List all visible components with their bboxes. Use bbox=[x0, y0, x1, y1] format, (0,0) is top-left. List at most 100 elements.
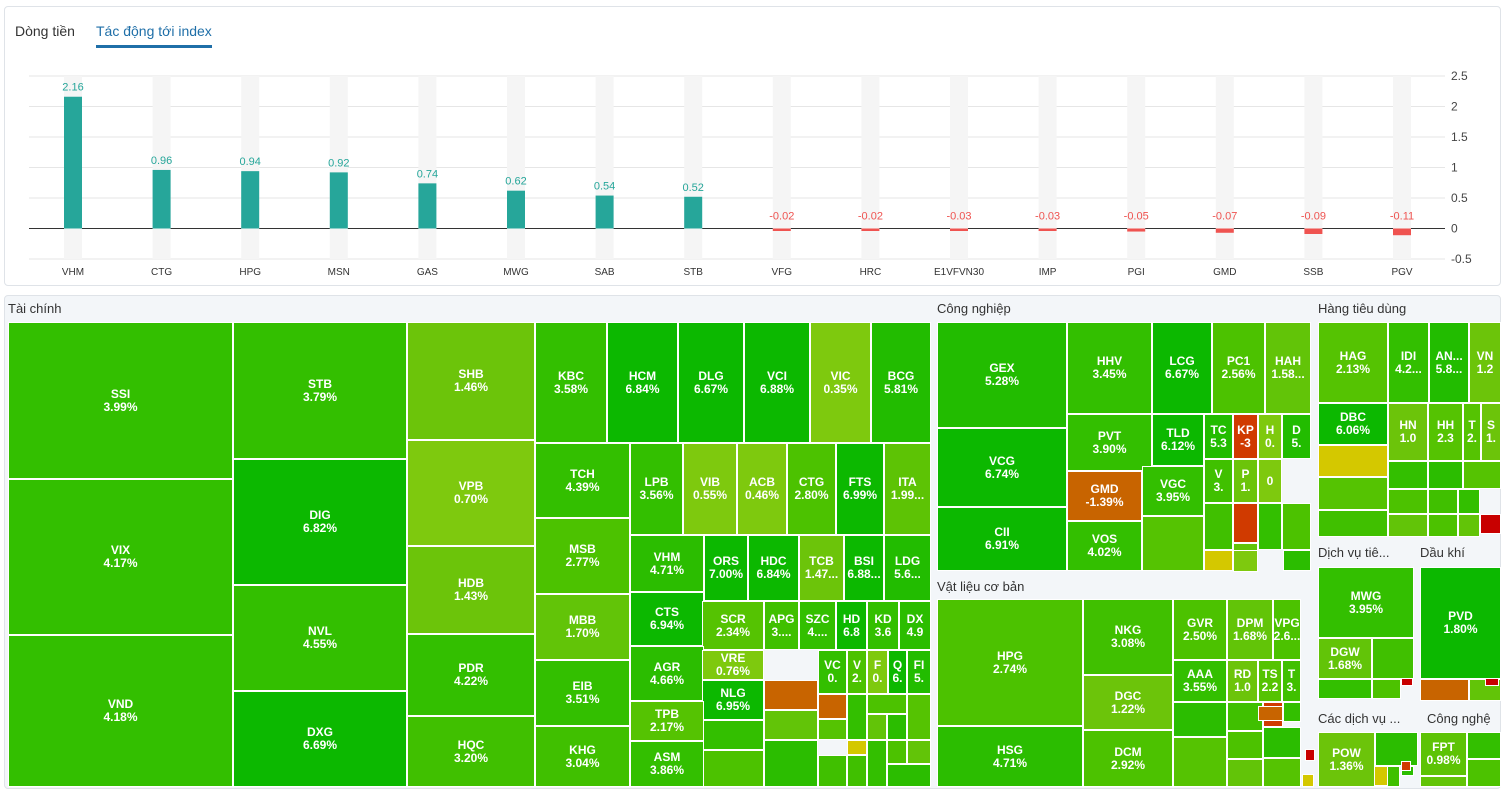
treemap-small-tile[interactable] bbox=[1263, 758, 1301, 787]
treemap-small-tile[interactable] bbox=[1401, 761, 1411, 771]
stock-tile[interactable]: KHG 3.04% bbox=[535, 726, 630, 787]
stock-tile[interactable]: DCM 2.92% bbox=[1083, 730, 1173, 787]
stock-tile[interactable]: IDI 4.2... bbox=[1388, 322, 1429, 403]
stock-tile[interactable]: DIG 6.82% bbox=[233, 459, 407, 585]
treemap-small-tile[interactable] bbox=[1283, 550, 1311, 571]
stock-tile[interactable]: Q 6. bbox=[888, 650, 907, 694]
stock-tile[interactable]: SHB 1.46% bbox=[407, 322, 535, 440]
stock-tile[interactable]: AGR 4.66% bbox=[630, 646, 704, 701]
stock-tile[interactable]: 0 bbox=[1258, 459, 1282, 503]
stock-tile[interactable]: DXG 6.69% bbox=[233, 691, 407, 787]
tab-tac-dong-toi-index[interactable]: Tác động tới index bbox=[96, 23, 212, 39]
treemap-small-tile[interactable] bbox=[847, 755, 867, 787]
treemap-small-tile[interactable] bbox=[1388, 461, 1428, 489]
treemap-small-tile[interactable] bbox=[818, 694, 847, 719]
treemap-small-tile[interactable] bbox=[764, 680, 818, 710]
treemap-small-tile[interactable] bbox=[1233, 503, 1258, 543]
treemap-small-tile[interactable] bbox=[1420, 679, 1469, 701]
stock-tile[interactable]: DGW 1.68% bbox=[1318, 638, 1372, 679]
treemap-small-tile[interactable] bbox=[1283, 702, 1301, 722]
stock-tile[interactable]: PVD 1.80% bbox=[1420, 567, 1501, 679]
treemap-small-tile[interactable] bbox=[818, 755, 847, 787]
stock-tile[interactable]: LDG 5.6... bbox=[884, 535, 931, 601]
stock-tile[interactable]: VPG 2.6... bbox=[1273, 599, 1301, 660]
stock-tile[interactable]: ASM 3.86% bbox=[630, 741, 704, 787]
treemap-small-tile[interactable] bbox=[887, 714, 907, 740]
stock-tile[interactable]: KP -3 bbox=[1233, 414, 1258, 459]
treemap-small-tile[interactable] bbox=[1458, 514, 1480, 537]
stock-tile[interactable]: CTG 2.80% bbox=[787, 443, 836, 535]
stock-tile[interactable]: MSB 2.77% bbox=[535, 518, 630, 594]
stock-tile[interactable]: FTS 6.99% bbox=[836, 443, 884, 535]
stock-tile[interactable]: VIC 0.35% bbox=[810, 322, 871, 443]
stock-tile[interactable]: VC 0. bbox=[818, 650, 847, 694]
stock-tile[interactable]: VCI 6.88% bbox=[744, 322, 810, 443]
stock-tile[interactable]: SSI 3.99% bbox=[8, 322, 233, 479]
stock-tile[interactable]: LPB 3.56% bbox=[630, 443, 683, 535]
stock-tile[interactable]: FI 5. bbox=[907, 650, 931, 694]
treemap-small-tile[interactable] bbox=[1428, 489, 1458, 514]
stock-tile[interactable]: GVR 2.50% bbox=[1173, 599, 1227, 660]
stock-tile[interactable]: AAA 3.55% bbox=[1173, 660, 1227, 702]
stock-tile[interactable]: VPB 0.70% bbox=[407, 440, 535, 546]
stock-tile[interactable]: NLG 6.95% bbox=[702, 680, 764, 720]
stock-tile[interactable]: TCH 4.39% bbox=[535, 443, 630, 518]
stock-tile[interactable]: STB 3.79% bbox=[233, 322, 407, 459]
treemap-small-tile[interactable] bbox=[867, 714, 887, 740]
treemap-small-tile[interactable] bbox=[847, 694, 867, 740]
stock-tile[interactable]: DPM 1.68% bbox=[1227, 599, 1273, 660]
stock-tile[interactable]: GMD -1.39% bbox=[1067, 471, 1142, 521]
stock-tile[interactable]: V 2. bbox=[847, 650, 867, 694]
treemap-small-tile[interactable] bbox=[702, 720, 764, 750]
treemap-small-tile[interactable] bbox=[1480, 514, 1501, 534]
stock-tile[interactable]: SZC 4.... bbox=[799, 601, 836, 650]
stock-tile[interactable]: TC 5.3 bbox=[1204, 414, 1233, 459]
treemap-small-tile[interactable] bbox=[702, 750, 764, 787]
treemap-small-tile[interactable] bbox=[1282, 503, 1311, 550]
stock-tile[interactable]: HQC 3.20% bbox=[407, 716, 535, 787]
treemap-small-tile[interactable] bbox=[907, 740, 931, 764]
tab-dong-tien[interactable]: Dòng tiền bbox=[15, 23, 75, 39]
stock-tile[interactable]: HCM 6.84% bbox=[607, 322, 678, 443]
treemap-small-tile[interactable] bbox=[1420, 776, 1467, 787]
treemap-small-tile[interactable] bbox=[1263, 727, 1301, 758]
stock-tile[interactable]: T 3. bbox=[1282, 660, 1301, 702]
treemap-small-tile[interactable] bbox=[1258, 706, 1283, 721]
treemap-small-tile[interactable] bbox=[887, 764, 931, 787]
stock-tile[interactable]: HHV 3.45% bbox=[1067, 322, 1152, 414]
stock-tile[interactable]: PVT 3.90% bbox=[1067, 414, 1152, 471]
stock-tile[interactable]: NVL 4.55% bbox=[233, 585, 407, 691]
treemap-small-tile[interactable] bbox=[1401, 678, 1413, 686]
stock-tile[interactable]: HPG 2.74% bbox=[937, 599, 1083, 726]
stock-tile[interactable]: AN... 5.8... bbox=[1429, 322, 1469, 403]
stock-tile[interactable]: EIB 3.51% bbox=[535, 660, 630, 726]
treemap-small-tile[interactable] bbox=[1467, 732, 1501, 759]
treemap-small-tile[interactable] bbox=[1227, 731, 1263, 759]
stock-tile[interactable]: PC1 2.56% bbox=[1212, 322, 1265, 414]
treemap-small-tile[interactable] bbox=[818, 719, 847, 740]
stock-tile[interactable]: FPT 0.98% bbox=[1420, 732, 1467, 776]
treemap-small-tile[interactable] bbox=[1204, 550, 1233, 571]
treemap-small-tile[interactable] bbox=[764, 710, 818, 740]
treemap-small-tile[interactable] bbox=[887, 740, 907, 764]
stock-tile[interactable]: HAG 2.13% bbox=[1318, 322, 1388, 403]
stock-tile[interactable]: VHM 4.71% bbox=[630, 535, 704, 592]
stock-tile[interactable]: CII 6.91% bbox=[937, 507, 1067, 571]
stock-tile[interactable]: ORS 7.00% bbox=[704, 535, 748, 601]
stock-tile[interactable]: TS 2.2 bbox=[1258, 660, 1282, 702]
treemap-small-tile[interactable] bbox=[1467, 759, 1501, 787]
stock-tile[interactable]: DX 4.9 bbox=[899, 601, 931, 650]
stock-tile[interactable]: SCR 2.34% bbox=[702, 601, 764, 650]
stock-tile[interactable]: NKG 3.08% bbox=[1083, 599, 1173, 675]
stock-tile[interactable]: D 5. bbox=[1282, 414, 1311, 459]
treemap-small-tile[interactable] bbox=[1227, 759, 1263, 787]
treemap-small-tile[interactable] bbox=[1173, 702, 1227, 737]
stock-tile[interactable]: HN 1.0 bbox=[1388, 403, 1428, 461]
stock-tile[interactable]: HAH 1.58... bbox=[1265, 322, 1311, 414]
stock-tile[interactable]: S 1. bbox=[1481, 403, 1501, 461]
stock-tile[interactable]: VOS 4.02% bbox=[1067, 521, 1142, 571]
stock-tile[interactable]: VGC 3.95% bbox=[1142, 466, 1204, 516]
treemap-small-tile[interactable] bbox=[1428, 514, 1458, 537]
treemap-small-tile[interactable] bbox=[1318, 445, 1388, 477]
treemap-small-tile[interactable] bbox=[1375, 732, 1418, 766]
